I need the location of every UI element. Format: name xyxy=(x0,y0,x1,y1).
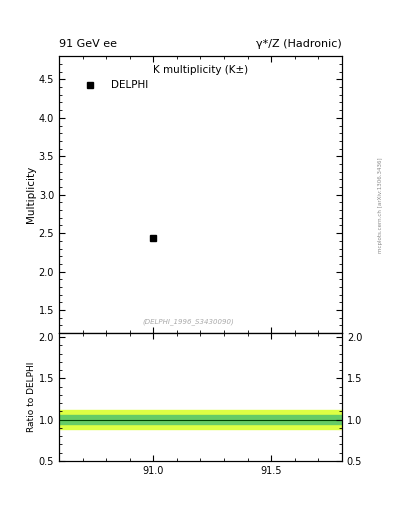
Text: mcplots.cern.ch [arXiv:1306.3436]: mcplots.cern.ch [arXiv:1306.3436] xyxy=(378,157,383,252)
Text: 91 GeV ee: 91 GeV ee xyxy=(59,38,117,49)
Text: K multiplicity (K±): K multiplicity (K±) xyxy=(153,65,248,75)
Text: γ*/Z (Hadronic): γ*/Z (Hadronic) xyxy=(256,38,342,49)
Y-axis label: Ratio to DELPHI: Ratio to DELPHI xyxy=(27,362,36,432)
Text: DELPHI: DELPHI xyxy=(111,80,148,90)
Y-axis label: Multiplicity: Multiplicity xyxy=(26,166,36,223)
Text: (DELPHI_1996_S3430090): (DELPHI_1996_S3430090) xyxy=(143,318,235,326)
